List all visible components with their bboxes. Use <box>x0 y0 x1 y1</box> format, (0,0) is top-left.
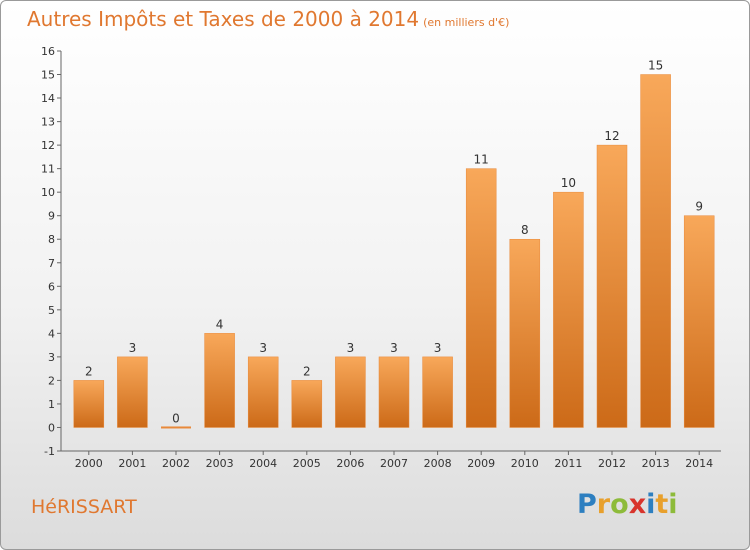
logo-letter: i <box>646 489 656 520</box>
bar <box>596 144 628 428</box>
chart-title-unit: (en milliers d'€) <box>423 16 510 29</box>
bar <box>553 191 584 428</box>
y-tick-label: 11 <box>41 163 55 176</box>
data-label: 9 <box>695 200 703 214</box>
x-tick-label: 2013 <box>642 457 670 470</box>
y-tick-label: 8 <box>48 233 55 246</box>
data-label: 8 <box>521 223 529 237</box>
data-label: 3 <box>347 341 355 355</box>
data-label: 3 <box>434 341 442 355</box>
bar <box>204 333 235 428</box>
bar <box>378 356 410 428</box>
y-tick-label: 12 <box>41 139 55 152</box>
bar <box>291 380 323 428</box>
data-label: 10 <box>561 176 576 190</box>
data-label: 12 <box>604 129 619 143</box>
data-label: 3 <box>259 341 267 355</box>
y-tick-label: 4 <box>48 327 55 340</box>
x-tick-label: 2006 <box>336 457 364 470</box>
y-tick-label: 1 <box>48 398 55 411</box>
data-label: 11 <box>474 153 489 167</box>
y-tick-label: 16 <box>41 45 55 58</box>
y-tick-label: 5 <box>48 304 55 317</box>
chart-title-text: Autres Impôts et Taxes de 2000 à 2014 <box>27 7 420 31</box>
proxiti-logo: Proxiti <box>577 489 678 520</box>
bar <box>247 356 279 428</box>
y-tick-label: 3 <box>48 351 55 364</box>
logo-letter: P <box>577 489 597 520</box>
data-label: 4 <box>216 317 224 331</box>
logo-letter: o <box>610 489 629 520</box>
logo-letter: t <box>655 489 669 520</box>
x-tick-label: 2010 <box>511 457 539 470</box>
x-tick-label: 2014 <box>685 457 713 470</box>
x-tick-label: 2007 <box>380 457 408 470</box>
x-tick-label: 2001 <box>118 457 146 470</box>
data-label: 2 <box>303 364 311 378</box>
bar <box>683 215 715 428</box>
data-label: 0 <box>172 411 180 425</box>
y-tick-label: 2 <box>48 374 55 387</box>
bar <box>335 356 366 428</box>
bar <box>117 356 148 428</box>
x-tick-label: 2000 <box>75 457 103 470</box>
chart-title: Autres Impôts et Taxes de 2000 à 2014 (en… <box>27 7 509 31</box>
bar <box>422 356 453 428</box>
bar <box>465 168 497 428</box>
y-tick-label: 7 <box>48 257 55 270</box>
x-tick-label: 2008 <box>424 457 452 470</box>
bar <box>509 238 541 428</box>
x-tick-label: 2012 <box>598 457 626 470</box>
x-tick-label: 2003 <box>206 457 234 470</box>
x-tick-label: 2011 <box>554 457 582 470</box>
y-tick-label: 13 <box>41 116 55 129</box>
data-label: 3 <box>129 341 137 355</box>
y-tick-label: 15 <box>41 69 55 82</box>
x-tick-label: 2009 <box>467 457 495 470</box>
logo-letter: x <box>628 489 647 520</box>
x-tick-label: 2002 <box>162 457 190 470</box>
y-tick-label: 9 <box>48 210 55 223</box>
y-tick-label: -1 <box>44 445 55 458</box>
logo-letter: r <box>596 489 611 520</box>
x-tick-label: 2005 <box>293 457 321 470</box>
bar <box>73 380 105 428</box>
logo-letter: i <box>668 489 678 520</box>
data-label: 3 <box>390 341 398 355</box>
data-label: 15 <box>648 59 663 73</box>
y-tick-label: 0 <box>48 421 55 434</box>
bar <box>161 426 191 429</box>
y-tick-label: 14 <box>41 92 55 105</box>
y-tick-label: 10 <box>41 186 55 199</box>
y-tick-label: 6 <box>48 280 55 293</box>
bar <box>640 74 671 428</box>
x-tick-label: 2004 <box>249 457 277 470</box>
commune-name: HéRISSART <box>31 496 137 518</box>
data-label: 2 <box>85 364 93 378</box>
